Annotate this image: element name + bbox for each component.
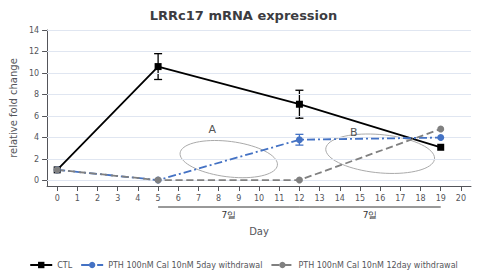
svg-text:17: 17: [395, 194, 405, 203]
svg-text:2: 2: [34, 155, 39, 164]
svg-text:20: 20: [456, 194, 466, 203]
svg-text:14: 14: [29, 26, 39, 35]
svg-text:12: 12: [294, 194, 304, 203]
svg-text:PTH 100nM Cal 10nM 12day withd: PTH 100nM Cal 10nM 12day withdrawal: [298, 261, 457, 270]
svg-text:5: 5: [156, 194, 161, 203]
svg-text:B: B: [350, 126, 358, 139]
svg-text:2: 2: [95, 194, 100, 203]
svg-text:9: 9: [236, 194, 241, 203]
svg-text:7: 7: [196, 194, 201, 203]
svg-text:3: 3: [115, 194, 120, 203]
svg-text:15: 15: [355, 194, 365, 203]
svg-text:16: 16: [375, 194, 385, 203]
svg-text:13: 13: [315, 194, 325, 203]
svg-text:0: 0: [34, 176, 39, 185]
svg-text:11: 11: [274, 194, 284, 203]
svg-text:4: 4: [135, 194, 140, 203]
svg-text:7일: 7일: [363, 210, 378, 220]
svg-text:19: 19: [436, 194, 446, 203]
svg-text:7일: 7일: [221, 210, 236, 220]
svg-text:1: 1: [75, 194, 80, 203]
svg-text:LRRc17 mRNA expression: LRRc17 mRNA expression: [150, 8, 338, 23]
svg-text:8: 8: [216, 194, 221, 203]
svg-text:0: 0: [55, 194, 60, 203]
svg-text:8: 8: [34, 90, 39, 99]
svg-text:14: 14: [335, 194, 345, 203]
svg-text:12: 12: [29, 47, 39, 56]
svg-text:6: 6: [176, 194, 181, 203]
svg-text:PTH 100nM Cal 10nM 5day withdr: PTH 100nM Cal 10nM 5day withdrawal: [108, 261, 262, 270]
svg-text:10: 10: [254, 194, 264, 203]
svg-text:relative fold change: relative fold change: [8, 58, 19, 158]
svg-text:6: 6: [34, 112, 39, 121]
svg-text:18: 18: [415, 194, 425, 203]
svg-text:A: A: [209, 123, 217, 136]
svg-text:10: 10: [29, 69, 39, 78]
svg-text:Day: Day: [249, 226, 269, 237]
svg-text:CTL: CTL: [57, 261, 72, 270]
svg-text:4: 4: [34, 133, 39, 142]
